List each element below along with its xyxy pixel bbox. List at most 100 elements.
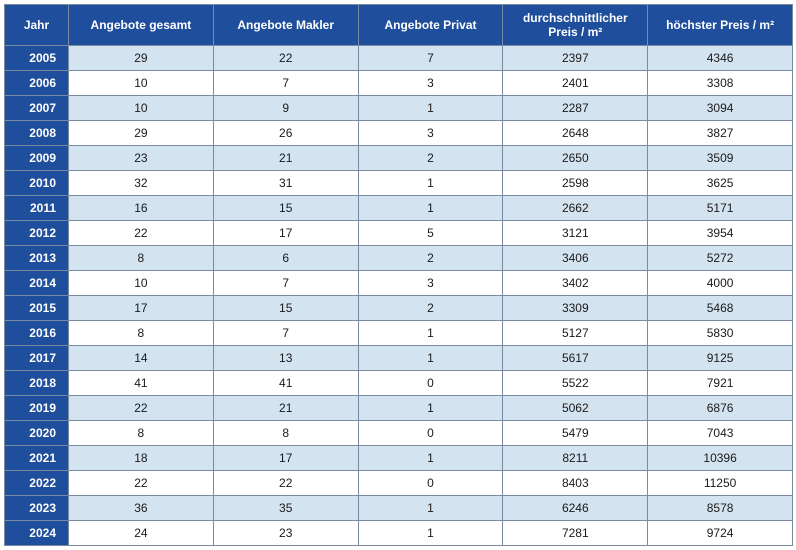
value-cell: 2 — [358, 246, 503, 271]
value-cell: 23 — [213, 521, 358, 546]
value-cell: 1 — [358, 521, 503, 546]
value-cell: 29 — [69, 121, 214, 146]
value-cell: 22 — [213, 46, 358, 71]
table-row: 20103231125983625 — [5, 171, 793, 196]
value-cell: 3402 — [503, 271, 648, 296]
value-cell: 3121 — [503, 221, 648, 246]
value-cell: 32 — [69, 171, 214, 196]
value-cell: 8 — [69, 321, 214, 346]
year-cell: 2016 — [5, 321, 69, 346]
value-cell: 2648 — [503, 121, 648, 146]
year-cell: 2021 — [5, 446, 69, 471]
table-row: 20052922723974346 — [5, 46, 793, 71]
value-cell: 17 — [69, 296, 214, 321]
value-cell: 3 — [358, 271, 503, 296]
table-header: Jahr Angebote gesamt Angebote Makler Ang… — [5, 5, 793, 46]
year-cell: 2009 — [5, 146, 69, 171]
year-cell: 2017 — [5, 346, 69, 371]
year-cell: 2010 — [5, 171, 69, 196]
value-cell: 21 — [213, 146, 358, 171]
value-cell: 3308 — [648, 71, 793, 96]
col-header-maxpreis: höchster Preis / m² — [648, 5, 793, 46]
table-row: 202118171821110396 — [5, 446, 793, 471]
year-cell: 2014 — [5, 271, 69, 296]
value-cell: 17 — [213, 446, 358, 471]
value-cell: 1 — [358, 321, 503, 346]
value-cell: 7921 — [648, 371, 793, 396]
year-cell: 2020 — [5, 421, 69, 446]
value-cell: 11250 — [648, 471, 793, 496]
value-cell: 41 — [213, 371, 358, 396]
value-cell: 10396 — [648, 446, 793, 471]
value-cell: 9125 — [648, 346, 793, 371]
value-cell: 8403 — [503, 471, 648, 496]
value-cell: 22 — [69, 396, 214, 421]
value-cell: 5 — [358, 221, 503, 246]
value-cell: 41 — [69, 371, 214, 396]
value-cell: 7 — [358, 46, 503, 71]
value-cell: 21 — [213, 396, 358, 421]
value-cell: 16 — [69, 196, 214, 221]
value-cell: 3625 — [648, 171, 793, 196]
table-row: 20122217531213954 — [5, 221, 793, 246]
value-cell: 5830 — [648, 321, 793, 346]
value-cell: 3406 — [503, 246, 648, 271]
col-header-privat: Angebote Privat — [358, 5, 503, 46]
table-row: 202088054797043 — [5, 421, 793, 446]
value-cell: 5617 — [503, 346, 648, 371]
value-cell: 7 — [213, 271, 358, 296]
value-cell: 8211 — [503, 446, 648, 471]
year-cell: 2007 — [5, 96, 69, 121]
value-cell: 14 — [69, 346, 214, 371]
year-cell: 2008 — [5, 121, 69, 146]
value-cell: 5479 — [503, 421, 648, 446]
value-cell: 7281 — [503, 521, 648, 546]
value-cell: 5127 — [503, 321, 648, 346]
table-row: 2014107334024000 — [5, 271, 793, 296]
year-cell: 2018 — [5, 371, 69, 396]
value-cell: 2 — [358, 146, 503, 171]
table-row: 20111615126625171 — [5, 196, 793, 221]
table-row: 201386234065272 — [5, 246, 793, 271]
year-cell: 2012 — [5, 221, 69, 246]
table-row: 20082926326483827 — [5, 121, 793, 146]
value-cell: 5062 — [503, 396, 648, 421]
table-row: 20171413156179125 — [5, 346, 793, 371]
year-cell: 2006 — [5, 71, 69, 96]
data-table: Jahr Angebote gesamt Angebote Makler Ang… — [4, 4, 793, 546]
value-cell: 4000 — [648, 271, 793, 296]
table-row: 202222220840311250 — [5, 471, 793, 496]
value-cell: 1 — [358, 396, 503, 421]
value-cell: 15 — [213, 196, 358, 221]
value-cell: 8 — [213, 421, 358, 446]
value-cell: 1 — [358, 196, 503, 221]
value-cell: 1 — [358, 446, 503, 471]
table-row: 20192221150626876 — [5, 396, 793, 421]
table-row: 20242423172819724 — [5, 521, 793, 546]
col-header-gesamt: Angebote gesamt — [69, 5, 214, 46]
value-cell: 9724 — [648, 521, 793, 546]
value-cell: 2598 — [503, 171, 648, 196]
value-cell: 22 — [69, 471, 214, 496]
value-cell: 1 — [358, 171, 503, 196]
value-cell: 8 — [69, 421, 214, 446]
value-cell: 0 — [358, 371, 503, 396]
value-cell: 1 — [358, 346, 503, 371]
value-cell: 10 — [69, 71, 214, 96]
table-row: 20184141055227921 — [5, 371, 793, 396]
table-row: 20151715233095468 — [5, 296, 793, 321]
value-cell: 2650 — [503, 146, 648, 171]
value-cell: 3827 — [648, 121, 793, 146]
year-cell: 2005 — [5, 46, 69, 71]
year-cell: 2024 — [5, 521, 69, 546]
table-row: 201687151275830 — [5, 321, 793, 346]
value-cell: 17 — [213, 221, 358, 246]
value-cell: 3954 — [648, 221, 793, 246]
value-cell: 0 — [358, 471, 503, 496]
value-cell: 2401 — [503, 71, 648, 96]
value-cell: 10 — [69, 96, 214, 121]
value-cell: 26 — [213, 121, 358, 146]
value-cell: 22 — [213, 471, 358, 496]
value-cell: 7 — [213, 321, 358, 346]
table-body: 2005292272397434620061073240133082007109… — [5, 46, 793, 546]
